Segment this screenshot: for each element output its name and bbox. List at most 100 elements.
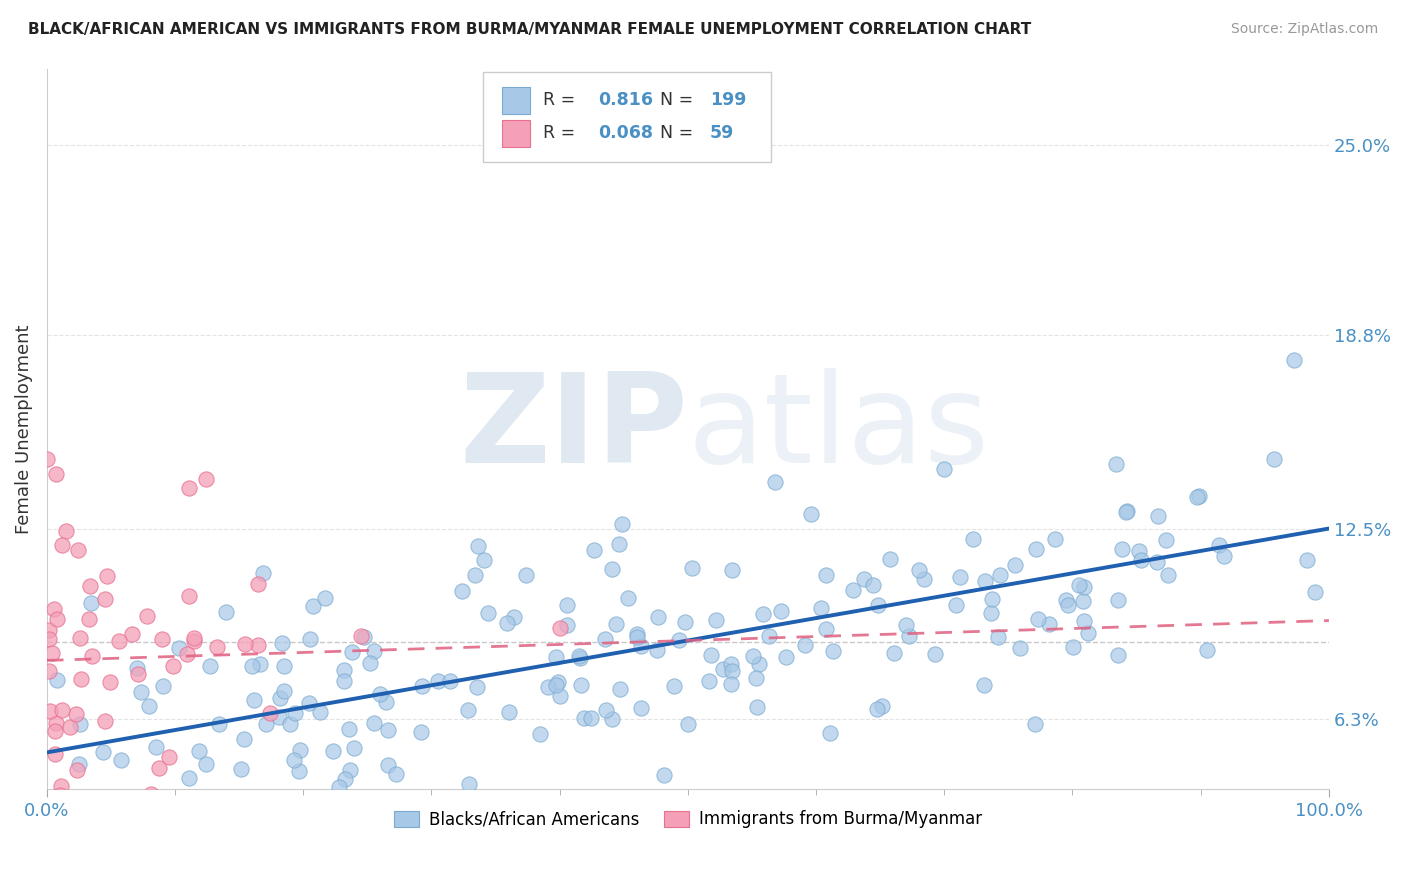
Point — [69, 716, 91, 731]
Point — [569, 678, 592, 692]
Point — [1073, 614, 1095, 628]
Point — [287, 764, 309, 778]
Point — [763, 475, 786, 489]
Point — [815, 622, 838, 636]
Point — [451, 583, 474, 598]
Point — [308, 705, 330, 719]
Point — [339, 722, 361, 736]
Point — [55, 524, 77, 539]
Point — [1054, 592, 1077, 607]
Point — [139, 787, 162, 801]
Point — [363, 715, 385, 730]
Point — [1028, 612, 1050, 626]
Point — [110, 753, 132, 767]
Point — [38, 623, 60, 637]
Point — [322, 744, 344, 758]
Point — [231, 762, 253, 776]
Point — [38, 664, 60, 678]
Legend: Blacks/African Americans, Immigrants from Burma/Myanmar: Blacks/African Americans, Immigrants fro… — [387, 804, 988, 835]
Point — [1115, 505, 1137, 519]
Point — [569, 651, 592, 665]
Point — [600, 712, 623, 726]
Point — [502, 610, 524, 624]
Point — [704, 613, 727, 627]
Point — [288, 743, 311, 757]
Point — [1111, 542, 1133, 557]
Point — [246, 638, 269, 652]
Point — [195, 471, 218, 485]
Point — [747, 699, 769, 714]
Point — [377, 758, 399, 772]
Bar — [502, 120, 530, 147]
Text: BLACK/AFRICAN AMERICAN VS IMMIGRANTS FROM BURMA/MYANMAR FEMALE UNEMPLOYMENT CORR: BLACK/AFRICAN AMERICAN VS IMMIGRANTS FRO… — [28, 22, 1032, 37]
Point — [1128, 544, 1150, 558]
Point — [314, 591, 336, 606]
Point — [169, 641, 191, 656]
Point — [568, 648, 591, 663]
Point — [912, 572, 935, 586]
Point — [962, 533, 984, 547]
Point — [652, 767, 675, 781]
Point — [515, 568, 537, 582]
Point — [333, 663, 356, 677]
Point — [195, 756, 218, 771]
Point — [467, 539, 489, 553]
Point — [359, 656, 381, 670]
Point — [60, 795, 83, 809]
Point — [872, 699, 894, 714]
Point — [852, 572, 875, 586]
Point — [157, 749, 180, 764]
Point — [1146, 555, 1168, 569]
Point — [1043, 532, 1066, 546]
Point — [67, 757, 90, 772]
Point — [187, 744, 209, 758]
Text: 199: 199 — [710, 90, 747, 109]
Point — [363, 644, 385, 658]
Text: atlas: atlas — [688, 368, 990, 490]
Point — [676, 716, 699, 731]
Point — [278, 717, 301, 731]
Point — [243, 693, 266, 707]
Point — [626, 626, 648, 640]
Text: R =: R = — [543, 124, 581, 142]
Point — [770, 604, 793, 618]
Point — [44, 723, 66, 738]
Point — [44, 747, 66, 761]
Point — [546, 649, 568, 664]
Point — [51, 538, 73, 552]
Point — [44, 602, 66, 616]
Point — [949, 570, 972, 584]
Point — [51, 779, 73, 793]
Point — [121, 626, 143, 640]
Point — [1071, 593, 1094, 607]
Point — [215, 605, 238, 619]
Point — [131, 685, 153, 699]
Point — [595, 703, 617, 717]
Point — [1154, 533, 1177, 547]
Point — [364, 813, 387, 827]
Point — [465, 680, 488, 694]
Point — [607, 537, 630, 551]
Point — [815, 568, 838, 582]
Point — [375, 695, 398, 709]
Point — [259, 706, 281, 720]
Point — [269, 710, 291, 724]
Point — [630, 700, 652, 714]
Point — [59, 720, 82, 734]
Point — [626, 630, 648, 644]
Point — [385, 766, 408, 780]
Point — [583, 542, 606, 557]
Point — [1147, 508, 1170, 523]
Point — [1057, 599, 1080, 613]
Point — [298, 696, 321, 710]
Point — [800, 507, 823, 521]
Point — [183, 632, 205, 646]
Point — [252, 566, 274, 581]
Point — [720, 563, 742, 577]
Point — [748, 657, 770, 672]
Point — [610, 517, 633, 532]
Point — [1107, 648, 1129, 662]
Point — [69, 631, 91, 645]
Point — [752, 607, 775, 622]
Point — [80, 649, 103, 664]
